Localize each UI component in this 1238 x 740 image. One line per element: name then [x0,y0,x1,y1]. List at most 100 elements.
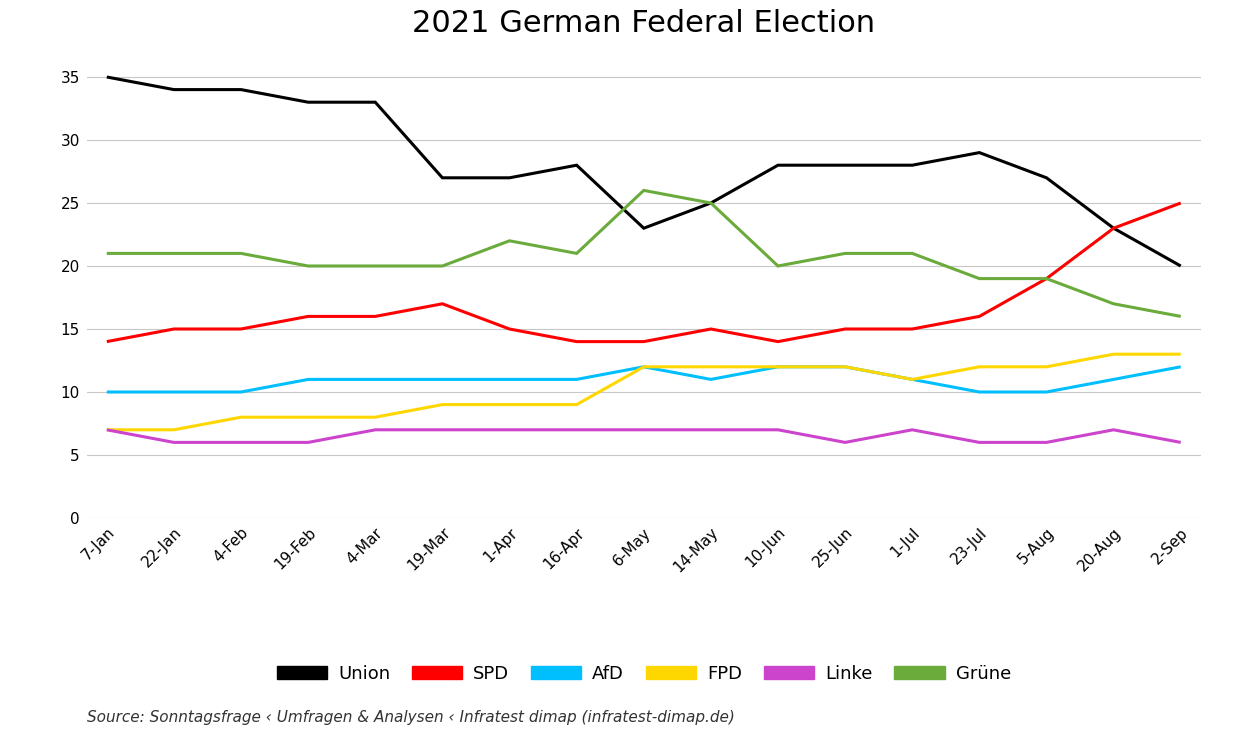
Grüne [972,274,987,283]
AfD [703,375,718,384]
Grüne [166,249,181,258]
FPD [1174,350,1188,359]
Union [1039,173,1054,182]
AfD [770,363,785,371]
Linke [972,438,987,447]
SPD [636,337,651,346]
FPD [234,413,249,422]
FPD [838,363,853,371]
Linke [770,425,785,434]
Union [569,161,584,169]
Union [972,148,987,157]
Linke [1174,438,1188,447]
Text: Source: Sonntagsfrage ‹ Umfragen & Analysen ‹ Infratest dimap (infratest-dimap.d: Source: Sonntagsfrage ‹ Umfragen & Analy… [87,710,734,725]
FPD [301,413,316,422]
Union [166,85,181,94]
FPD [166,425,181,434]
FPD [636,363,651,371]
Linke [166,438,181,447]
Grüne [1174,312,1188,321]
Linke [636,425,651,434]
Line: AfD: AfD [106,367,1181,392]
AfD [972,388,987,397]
Grüne [301,261,316,270]
SPD [905,325,920,334]
Grüne [703,198,718,207]
Linke [1039,438,1054,447]
SPD [503,325,517,334]
AfD [636,363,651,371]
Linke [99,425,114,434]
Grüne [503,236,517,245]
FPD [905,375,920,384]
SPD [569,337,584,346]
SPD [99,337,114,346]
Line: SPD: SPD [106,203,1181,342]
SPD [435,300,449,309]
AfD [905,375,920,384]
Grüne [569,249,584,258]
Union [905,161,920,169]
Union [503,173,517,182]
Grüne [435,261,449,270]
Union [1174,261,1188,270]
Union [1107,223,1122,232]
Grüne [368,261,383,270]
Union [770,161,785,169]
Title: 2021 German Federal Election: 2021 German Federal Election [412,10,875,38]
AfD [503,375,517,384]
Linke [368,425,383,434]
Grüne [1107,300,1122,309]
Union [234,85,249,94]
Line: Union: Union [106,77,1181,266]
Linke [503,425,517,434]
Line: FPD: FPD [106,354,1181,430]
Grüne [99,249,114,258]
FPD [569,400,584,409]
SPD [838,325,853,334]
AfD [1039,388,1054,397]
SPD [234,325,249,334]
SPD [1107,223,1122,232]
Linke [301,438,316,447]
FPD [368,413,383,422]
Line: Grüne: Grüne [106,190,1181,317]
AfD [569,375,584,384]
Line: Linke: Linke [106,430,1181,443]
SPD [770,337,785,346]
AfD [838,363,853,371]
Linke [569,425,584,434]
FPD [1039,363,1054,371]
FPD [1107,350,1122,359]
Union [838,161,853,169]
AfD [1174,363,1188,371]
SPD [972,312,987,321]
AfD [368,375,383,384]
Grüne [905,249,920,258]
SPD [703,325,718,334]
Grüne [234,249,249,258]
FPD [972,363,987,371]
AfD [166,388,181,397]
AfD [234,388,249,397]
Union [636,223,651,232]
Union [301,98,316,107]
Linke [905,425,920,434]
FPD [703,363,718,371]
Union [435,173,449,182]
Linke [1107,425,1122,434]
AfD [1107,375,1122,384]
FPD [770,363,785,371]
AfD [435,375,449,384]
Grüne [636,186,651,195]
Union [368,98,383,107]
Union [99,73,114,81]
SPD [166,325,181,334]
SPD [301,312,316,321]
Grüne [770,261,785,270]
Union [703,198,718,207]
Linke [234,438,249,447]
SPD [368,312,383,321]
AfD [301,375,316,384]
Grüne [1039,274,1054,283]
